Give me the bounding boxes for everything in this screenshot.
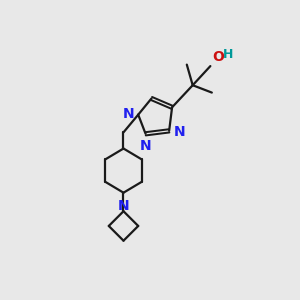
- Text: N: N: [174, 125, 186, 139]
- Text: N: N: [118, 199, 129, 213]
- Text: H: H: [223, 48, 233, 61]
- Text: N: N: [123, 107, 134, 121]
- Text: O: O: [213, 50, 225, 64]
- Text: N: N: [140, 139, 152, 153]
